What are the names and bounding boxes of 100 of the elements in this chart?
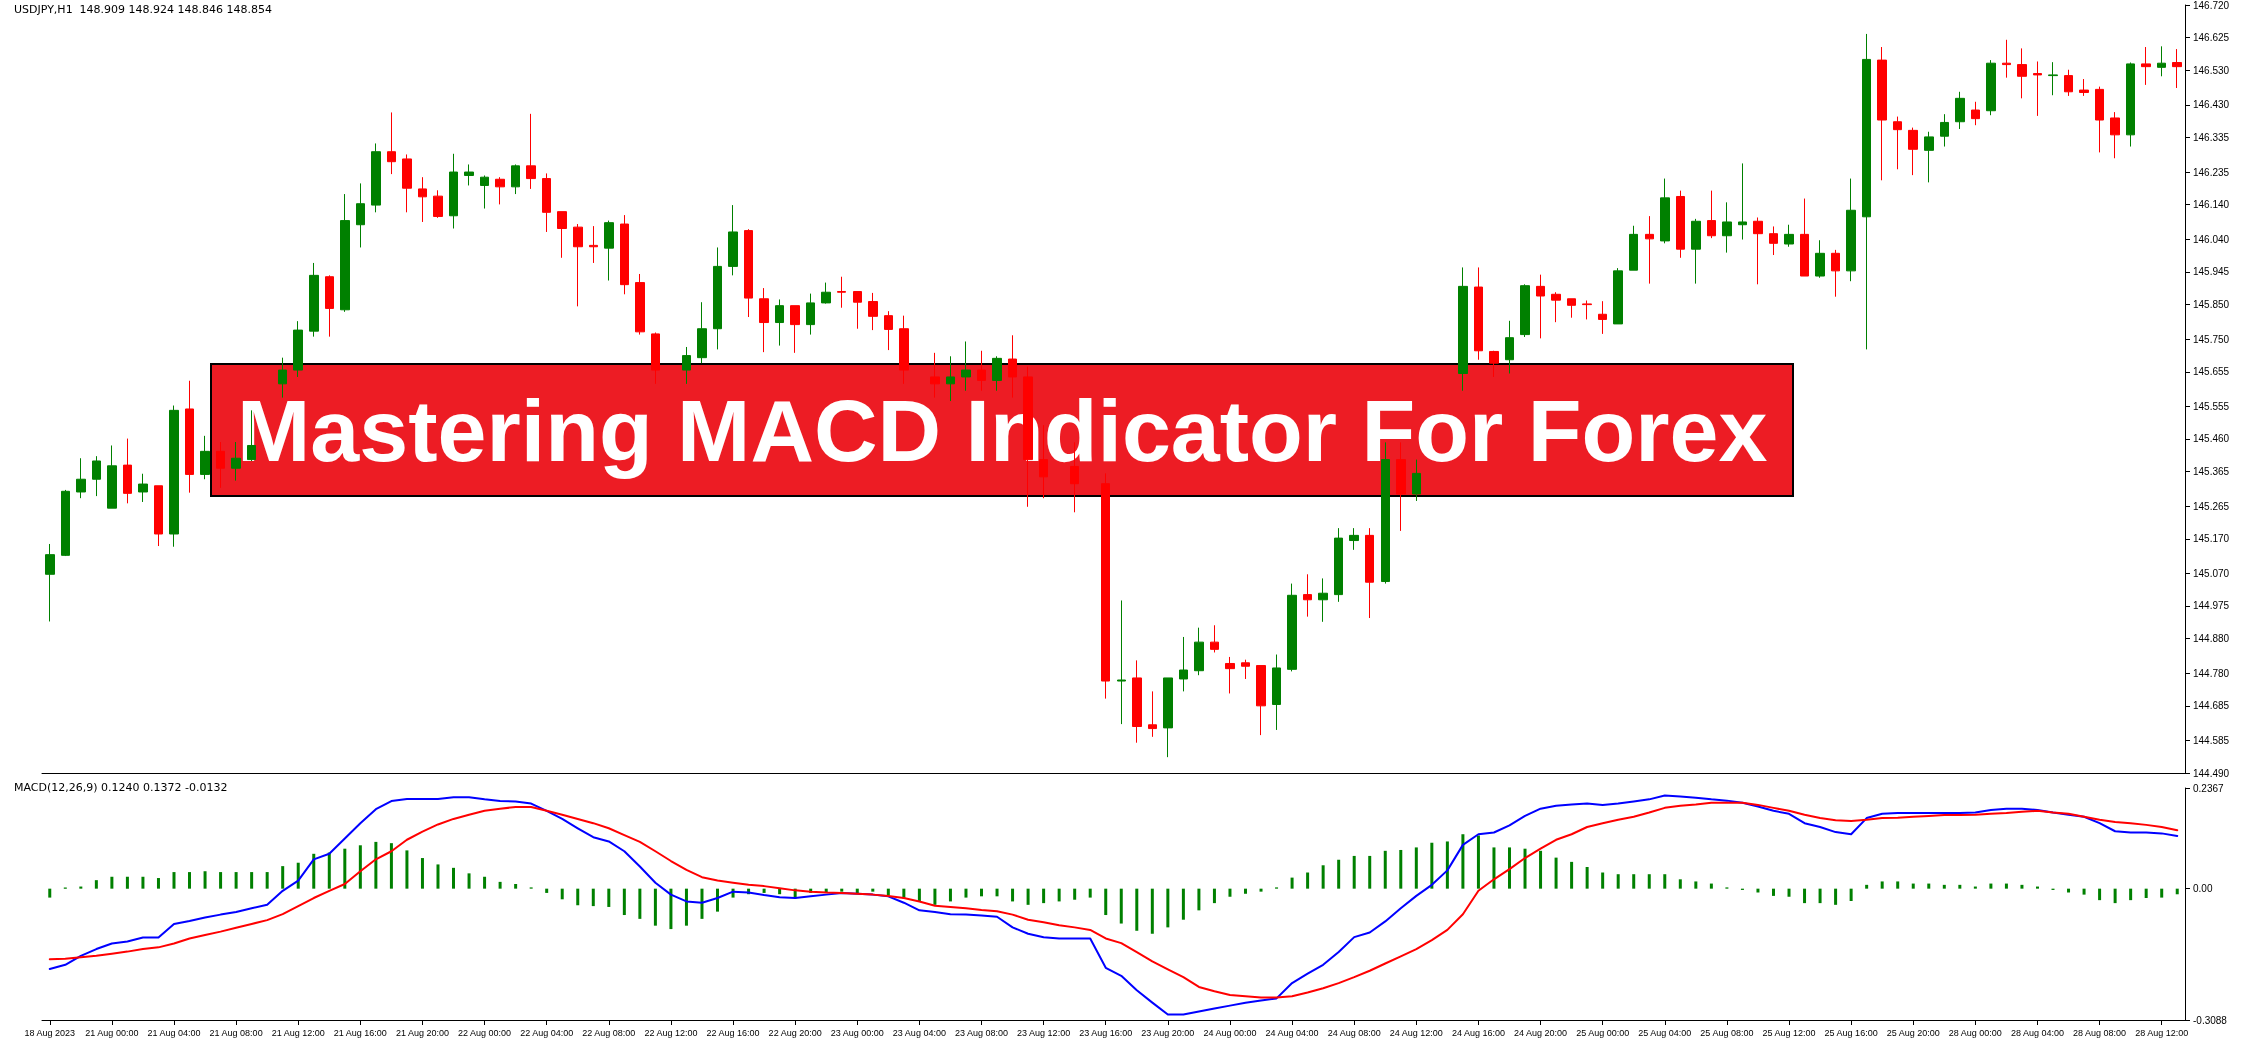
y-tick-label: 144.975 bbox=[2193, 600, 2230, 612]
candlestick bbox=[1582, 299, 1592, 320]
candlestick bbox=[1645, 215, 1654, 285]
bar bbox=[1430, 842, 1434, 889]
candlestick bbox=[169, 405, 179, 548]
bar bbox=[2098, 888, 2102, 901]
bar bbox=[1973, 886, 1977, 889]
bar bbox=[1399, 849, 1403, 889]
candlestick bbox=[557, 211, 567, 259]
candlestick bbox=[123, 438, 132, 504]
x-tick-label: 24 Aug 20:00 bbox=[1514, 1027, 1568, 1038]
bar bbox=[281, 866, 285, 889]
bar bbox=[1989, 883, 1993, 889]
bar bbox=[1787, 888, 1791, 897]
y-tick-label: 145.170 bbox=[2193, 533, 2230, 545]
y-tick-label: 146.720 bbox=[2193, 0, 2230, 11]
x-tick-label: 28 Aug 04:00 bbox=[2010, 1027, 2065, 1038]
candlestick bbox=[2048, 61, 2058, 96]
bar bbox=[622, 888, 626, 916]
candlestick bbox=[480, 174, 489, 210]
bar bbox=[980, 888, 983, 897]
y-tick-label: -0.3088 bbox=[2193, 1014, 2228, 1026]
candlestick bbox=[899, 315, 909, 385]
candlestick bbox=[1924, 131, 1934, 183]
candlestick bbox=[293, 320, 303, 378]
candlestick bbox=[946, 355, 955, 402]
bar bbox=[312, 853, 316, 889]
x-tick-label: 23 Aug 04:00 bbox=[892, 1027, 946, 1038]
candlestick bbox=[433, 189, 443, 219]
bar bbox=[1911, 883, 1915, 889]
x-tick-label: 21 Aug 16:00 bbox=[333, 1027, 387, 1038]
bar bbox=[420, 858, 424, 889]
candlestick bbox=[759, 287, 769, 353]
candlestick bbox=[775, 298, 784, 347]
bar bbox=[405, 850, 409, 889]
bar bbox=[1865, 884, 1869, 889]
candlestick bbox=[697, 301, 707, 364]
candlestick bbox=[1349, 527, 1359, 551]
candlestick bbox=[806, 293, 815, 336]
bar bbox=[389, 843, 393, 889]
candlestick bbox=[1210, 624, 1219, 653]
bar bbox=[1088, 888, 1092, 898]
bar bbox=[1632, 874, 1636, 889]
candlestick bbox=[1567, 298, 1576, 319]
candlestick bbox=[1132, 659, 1142, 744]
candlestick bbox=[837, 276, 846, 309]
bar bbox=[452, 867, 456, 889]
x-tick-label: 24 Aug 04:00 bbox=[1265, 1027, 1319, 1038]
candlestick bbox=[853, 291, 862, 330]
candlestick bbox=[1676, 190, 1685, 259]
bar bbox=[110, 876, 114, 889]
candlestick bbox=[744, 228, 753, 318]
candlestick bbox=[2017, 47, 2027, 99]
candlestick bbox=[1691, 218, 1701, 285]
bar bbox=[467, 873, 471, 889]
bar bbox=[125, 876, 129, 889]
y-tick-label: 144.490 bbox=[2193, 767, 2230, 779]
bar bbox=[1507, 847, 1511, 889]
bar bbox=[1212, 888, 1216, 904]
candlestick bbox=[2064, 69, 2073, 97]
y-tick-label: 145.555 bbox=[2193, 400, 2230, 412]
candlestick bbox=[713, 246, 722, 350]
bar bbox=[1834, 888, 1838, 905]
x-tick-label: 25 Aug 20:00 bbox=[1886, 1027, 1940, 1038]
x-tick-label: 22 Aug 04:00 bbox=[520, 1027, 574, 1038]
bar bbox=[995, 888, 999, 897]
candlestick bbox=[138, 473, 148, 503]
bar bbox=[1539, 850, 1543, 889]
y-tick-label: 146.625 bbox=[2193, 32, 2230, 44]
bar bbox=[358, 845, 362, 889]
x-tick-label: 21 Aug 00:00 bbox=[85, 1027, 139, 1038]
x-tick-label: 23 Aug 00:00 bbox=[830, 1027, 884, 1038]
x-tick-label: 24 Aug 00:00 bbox=[1203, 1027, 1257, 1038]
bar bbox=[1042, 888, 1046, 904]
y-tick-label: 144.685 bbox=[2193, 700, 2230, 712]
candlestick bbox=[1753, 216, 1763, 285]
bar bbox=[886, 888, 890, 896]
bar bbox=[762, 888, 766, 893]
x-tick-label: 28 Aug 12:00 bbox=[2135, 1027, 2189, 1038]
x-tick-label: 23 Aug 08:00 bbox=[954, 1027, 1009, 1038]
candlestick bbox=[1769, 225, 1778, 256]
bar bbox=[1073, 888, 1077, 900]
x-tick-label: 22 Aug 16:00 bbox=[706, 1027, 760, 1038]
bar bbox=[871, 888, 875, 892]
bar bbox=[1461, 834, 1465, 889]
candlestick bbox=[1008, 334, 1017, 399]
x-tick-label: 28 Aug 08:00 bbox=[2073, 1027, 2127, 1038]
bar bbox=[498, 881, 502, 889]
candlestick bbox=[620, 214, 629, 295]
candlestick bbox=[387, 111, 396, 175]
bar bbox=[1601, 872, 1605, 889]
bar bbox=[684, 888, 688, 926]
x-tick-label: 25 Aug 00:00 bbox=[1576, 1027, 1630, 1038]
bar bbox=[374, 841, 378, 889]
y-tick-label: 144.585 bbox=[2193, 734, 2230, 746]
bar bbox=[1492, 847, 1496, 889]
candlestick bbox=[1707, 190, 1716, 239]
candlestick bbox=[992, 355, 1002, 392]
y-tick-label: 146.430 bbox=[2193, 99, 2230, 111]
candlestick bbox=[1474, 266, 1483, 361]
